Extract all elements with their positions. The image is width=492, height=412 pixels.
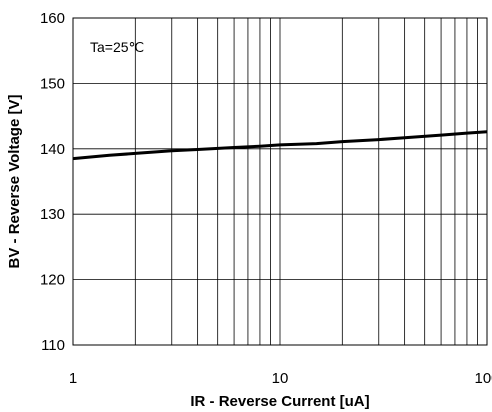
annotation-temperature: Ta=25℃ [90,39,144,55]
y-axis-label: BV - Reverse Voltage [V] [6,95,23,269]
y-tick-label: 160 [40,10,65,27]
x-tick-label: 10 [272,370,289,387]
y-tick-label: 130 [40,206,65,223]
x-axis-label: IR - Reverse Current [uA] [190,393,369,410]
y-tick-label: 150 [40,75,65,92]
tick-labels: 110120130140150160110100 [40,10,492,387]
grid [73,18,487,345]
y-tick-label: 110 [41,337,65,354]
x-tick-label: 1 [69,370,77,387]
y-tick-label: 140 [40,141,65,158]
y-tick-label: 120 [40,272,65,289]
curves [72,130,488,161]
series-line [72,130,488,161]
x-tick-label: 100 [474,370,492,387]
plot-area-frame [72,17,488,346]
